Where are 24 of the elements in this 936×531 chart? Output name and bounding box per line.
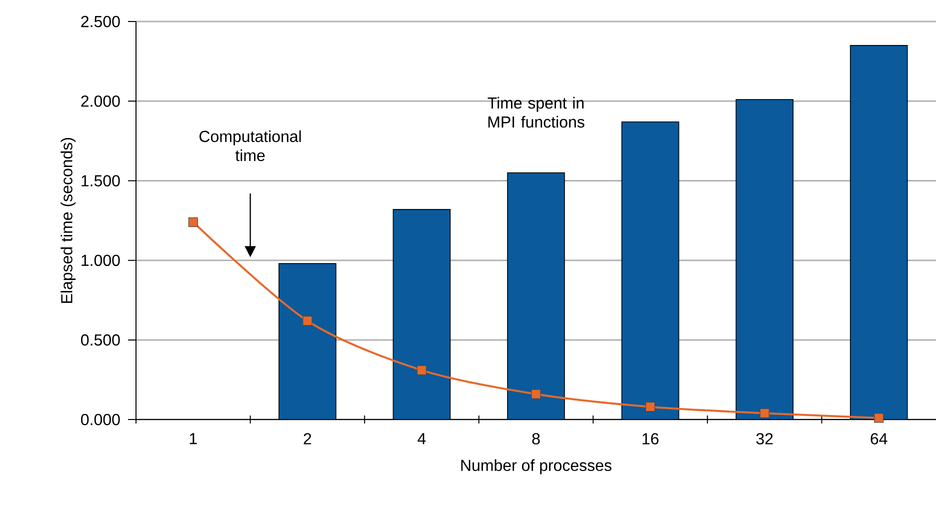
point — [760, 408, 770, 418]
annotation: Time spent in MPI functions — [488, 96, 584, 128]
y-tick-label: 2.500 — [81, 16, 120, 28]
x-tick-label: 1 — [190, 433, 197, 444]
x-tick-label: 32 — [756, 433, 773, 444]
y-tick-label: 1.500 — [82, 175, 120, 186]
y-axis-title: Elapsed time (seconds) — [60, 138, 76, 303]
point — [416, 365, 427, 376]
point — [874, 413, 884, 423]
x-tick-label: 8 — [532, 433, 540, 444]
y-tick-label: 0.500 — [81, 334, 120, 346]
annotation: Computational time — [200, 130, 301, 162]
point — [188, 217, 198, 227]
x-tick-label: 16 — [642, 433, 658, 444]
x-tick-label: 64 — [870, 433, 888, 444]
point — [302, 316, 312, 326]
y-tick-label: 0.000 — [81, 414, 120, 426]
point — [531, 389, 541, 399]
point — [645, 402, 656, 412]
x-tick-label: 4 — [418, 433, 426, 444]
y-tick-label: 1.000 — [82, 254, 120, 266]
y-tick-label: 2.000 — [81, 96, 120, 107]
x-tick-label: 2 — [304, 433, 312, 444]
x-axis-title: Number of processes — [461, 459, 612, 474]
